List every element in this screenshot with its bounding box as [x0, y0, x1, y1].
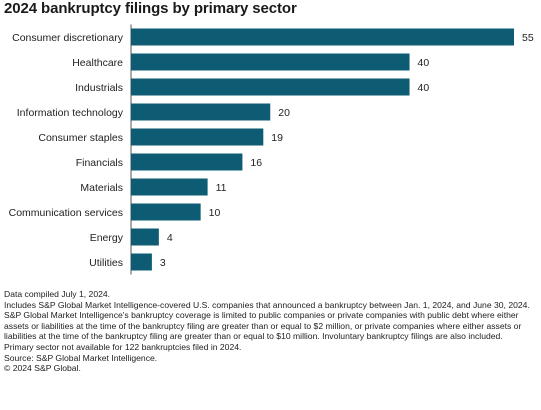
value-label: 40	[418, 82, 430, 94]
value-label: 16	[250, 157, 262, 169]
note-coverage: S&P Global Market Intelligence's bankrup…	[4, 310, 522, 342]
value-label: 11	[216, 182, 227, 194]
chart-notes: Data compiled July 1, 2024. Includes S&P…	[4, 289, 538, 374]
bar	[131, 103, 271, 121]
chart-title: 2024 bankruptcy filings by primary secto…	[4, 0, 297, 17]
category-label: Information technology	[17, 107, 124, 119]
note-copyright: © 2024 S&P Global.	[4, 363, 81, 374]
bars-group	[131, 28, 514, 271]
category-label: Consumer staples	[38, 132, 123, 144]
category-label: Consumer discretionary	[12, 32, 124, 44]
bar	[131, 228, 159, 246]
category-labels-group: Consumer discretionary Healthcare Industri…	[9, 32, 124, 269]
value-label: 10	[209, 207, 221, 219]
note-compiled: Data compiled July 1, 2024.	[4, 289, 111, 299]
bar	[131, 153, 243, 171]
bar	[131, 128, 264, 146]
category-label: Utilities	[89, 257, 123, 269]
bar	[131, 178, 208, 196]
note-primary-sector: Primary sector not available for 122 ban…	[4, 341, 242, 352]
note-source: Source: S&P Global Market Intelligence.	[4, 352, 158, 363]
bar-chart: Consumer discretionary Healthcare Industri…	[9, 24, 534, 275]
value-labels-group: 55 40 40 20 19 16 11 10 4 3	[160, 32, 534, 269]
bar	[131, 78, 410, 96]
category-label: Communication services	[9, 207, 123, 219]
bar	[131, 203, 201, 221]
category-label: Financials	[76, 157, 123, 169]
category-label: Healthcare	[72, 57, 123, 69]
value-label: 20	[278, 107, 290, 119]
bar	[131, 28, 514, 46]
value-label: 55	[522, 32, 534, 44]
category-label: Materials	[80, 182, 123, 194]
bar	[131, 253, 152, 271]
value-label: 4	[167, 232, 173, 244]
value-label: 3	[160, 257, 166, 269]
note-includes: Includes S&P Global Market Intelligence-…	[4, 299, 530, 310]
value-label: 40	[418, 57, 430, 69]
bar	[131, 53, 410, 71]
value-label: 19	[271, 132, 283, 144]
category-label: Energy	[90, 232, 124, 244]
category-label: Industrials	[75, 82, 123, 94]
